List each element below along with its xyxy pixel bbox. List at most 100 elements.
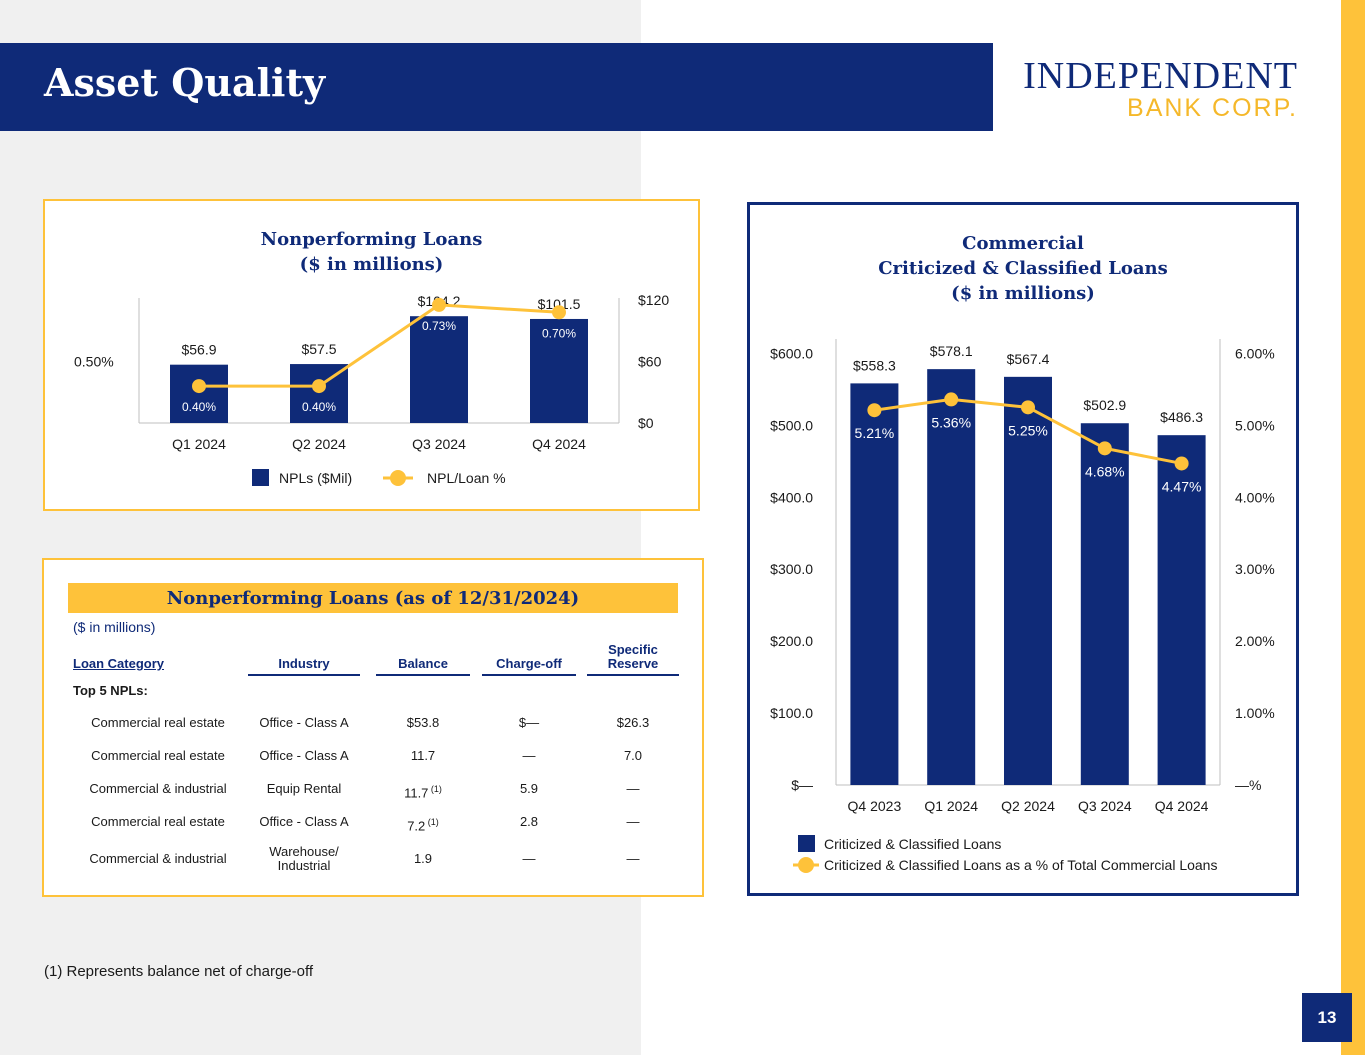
balance-footnote-marker: (1) (428, 784, 442, 794)
table-cell-industry: Office - Class A (259, 715, 349, 730)
npl-y2-tick: 0.50% (74, 354, 114, 370)
npl-ratio-point (552, 305, 566, 320)
logo-subline: BANK CORP. (1127, 94, 1298, 122)
table-cell-category: Commercial real estate (91, 814, 225, 829)
col-header-industry: Industry (278, 656, 330, 671)
cc-ratio-point (1021, 400, 1035, 415)
industry-line-1: Warehouse/ (269, 844, 339, 859)
cc-legend-line-marker (798, 857, 814, 873)
cc-ratio-label: 5.21% (855, 425, 895, 441)
table-cell-balance: 1.9 (376, 852, 470, 866)
cc-legend-line-label: Criticized & Classified Loans as a % of … (824, 857, 1217, 873)
table-cell-reserve: — (626, 814, 640, 829)
npl-ratio-line (199, 303, 560, 388)
npl-bar-label: $101.5 (538, 296, 581, 312)
table-cell-chargeoff: — (522, 748, 536, 763)
col-header-specific-reserve: Specific Reserve (607, 642, 659, 671)
criticized-chart-panel: Commercial Criticized & Classified Loans… (747, 202, 1299, 896)
cc-x-tick: Q4 2024 (1155, 798, 1209, 814)
col-header-balance-rule (376, 674, 470, 676)
page-number: 13 (1302, 993, 1352, 1042)
table-cell-reserve: — (626, 781, 640, 796)
cc-bar-label: $558.3 (853, 357, 896, 373)
npl-chart-subtitle: ($ in millions) (299, 254, 444, 275)
criticized-chart-units: ($ in millions) (951, 283, 1095, 304)
table-cell-reserve: — (626, 851, 640, 866)
npl-ratio-label: 0.40% (182, 400, 216, 414)
cc-y-tick: $— (791, 777, 813, 793)
criticized-chart-subtitle: Criticized & Classified Loans (878, 258, 1168, 279)
cc-ratio-point (944, 392, 959, 407)
npl-y-tick: $120 (638, 292, 669, 308)
col-header-chargeoff: Charge-off (496, 656, 562, 671)
npl-ratio-label: 0.73% (422, 319, 456, 333)
balance-footnote-marker: (1) (425, 817, 439, 827)
cc-y2-tick: 6.00% (1235, 345, 1275, 361)
table-cell-chargeoff: — (522, 851, 536, 866)
cc-ratio-point (1097, 441, 1112, 456)
npl-bar (170, 364, 228, 423)
npl-x-tick: Q1 2024 (172, 436, 226, 452)
table-cell-industry: Office - Class A (259, 748, 349, 763)
table-cell-reserve: 7.0 (623, 748, 643, 763)
npl-bar-label: $56.9 (181, 342, 216, 358)
table-cell-balance: 7.2 (1) (376, 815, 470, 833)
industry-line-2: Industrial (277, 858, 331, 873)
table-cell-chargeoff: $— (518, 715, 540, 730)
npl-legend-line-marker (390, 470, 406, 486)
group-label: Top 5 NPLs: (73, 683, 148, 698)
npl-chart-title: Nonperforming Loans (260, 229, 483, 250)
npl-x-tick: Q4 2024 (532, 436, 586, 452)
col-header-reserve-rule (587, 674, 679, 676)
cc-bar-label: $567.4 (1007, 351, 1050, 367)
cc-bar-label: $486.3 (1160, 409, 1203, 425)
npl-table-title: Nonperforming Loans (as of 12/31/2024) (68, 583, 678, 613)
cc-y2-tick: 2.00% (1235, 633, 1275, 649)
table-cell-industry: Equip Rental (266, 781, 342, 796)
cc-ratio-label: 4.47% (1162, 478, 1202, 494)
bank-logo: INDEPENDENT BANK CORP. (1020, 50, 1310, 130)
cc-ratio-label: 5.25% (1008, 422, 1048, 438)
criticized-chart-title: Commercial (962, 233, 1084, 254)
cc-y-tick: $400.0 (770, 489, 813, 505)
npl-chart-panel: Nonperforming Loans ($ in millions) $56.… (43, 199, 700, 511)
cc-y2-tick: 1.00% (1235, 705, 1275, 721)
col-header-loan-category: Loan Category (73, 656, 165, 671)
criticized-chart: $— $100.0 $200.0 $300.0 $400.0 $500.0 $600.0 —%… (770, 339, 1275, 873)
table-cell-reserve: $26.3 (616, 715, 650, 730)
table-cell-chargeoff: 5.9 (519, 781, 539, 796)
npl-ratio-point (192, 379, 206, 394)
col-header-industry-rule (248, 674, 360, 676)
balance-value: $53.8 (406, 715, 440, 730)
col-header-balance: Balance (398, 656, 448, 671)
table-cell-category: Commercial real estate (91, 715, 225, 730)
cc-ratio-point (1174, 456, 1189, 471)
cc-x-tick: Q1 2024 (924, 798, 978, 814)
npl-y-tick: $0 (638, 415, 654, 431)
cc-legend-bar-swatch (798, 835, 815, 852)
npl-legend-line-label: NPL/Loan % (427, 470, 506, 486)
cc-x-tick: Q2 2024 (1001, 798, 1055, 814)
title-band (0, 43, 993, 131)
npl-table-panel (42, 558, 704, 897)
cc-bar (927, 369, 976, 785)
balance-value: 1.9 (413, 851, 433, 866)
npl-y-tick: $60 (638, 354, 662, 370)
table-cell-balance: 11.7 (1) (376, 782, 470, 800)
balance-value: 11.7 (410, 748, 436, 763)
cc-y-tick: $300.0 (770, 561, 813, 577)
cc-y2-tick: 4.00% (1235, 489, 1275, 505)
npl-bar (410, 316, 468, 423)
npl-ratio-point (432, 297, 446, 312)
cc-bar-label: $578.1 (930, 343, 973, 359)
table-cell-category: Commercial real estate (91, 748, 225, 763)
table-cell-balance: 11.7 (376, 749, 470, 763)
npl-table-units: ($ in millions) (73, 619, 156, 635)
cc-y-tick: $100.0 (770, 705, 813, 721)
table-cell-category: Commercial & industrial (89, 851, 227, 866)
table-cell-category: Commercial & industrial (89, 781, 227, 796)
cc-y-tick: $600.0 (770, 345, 813, 361)
npl-legend-bar-label: NPLs ($Mil) (279, 470, 352, 486)
page-title: Asset Quality (44, 60, 326, 105)
npl-ratio-label: 0.70% (542, 326, 576, 340)
